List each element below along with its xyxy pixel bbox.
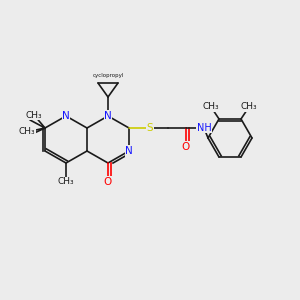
Text: CH₃: CH₃ — [58, 178, 74, 187]
Text: CH₃: CH₃ — [241, 102, 257, 111]
Text: O: O — [182, 142, 190, 152]
Text: CH₃: CH₃ — [19, 128, 35, 136]
Text: CH₃: CH₃ — [26, 110, 42, 119]
Text: O: O — [104, 177, 112, 187]
Text: N: N — [104, 111, 112, 121]
Text: N: N — [62, 111, 70, 121]
Text: cyclopropyl: cyclopropyl — [92, 73, 124, 77]
Text: N: N — [125, 146, 133, 156]
Text: CH₃: CH₃ — [203, 102, 219, 111]
Text: S: S — [147, 123, 153, 133]
Text: NH: NH — [196, 123, 211, 133]
